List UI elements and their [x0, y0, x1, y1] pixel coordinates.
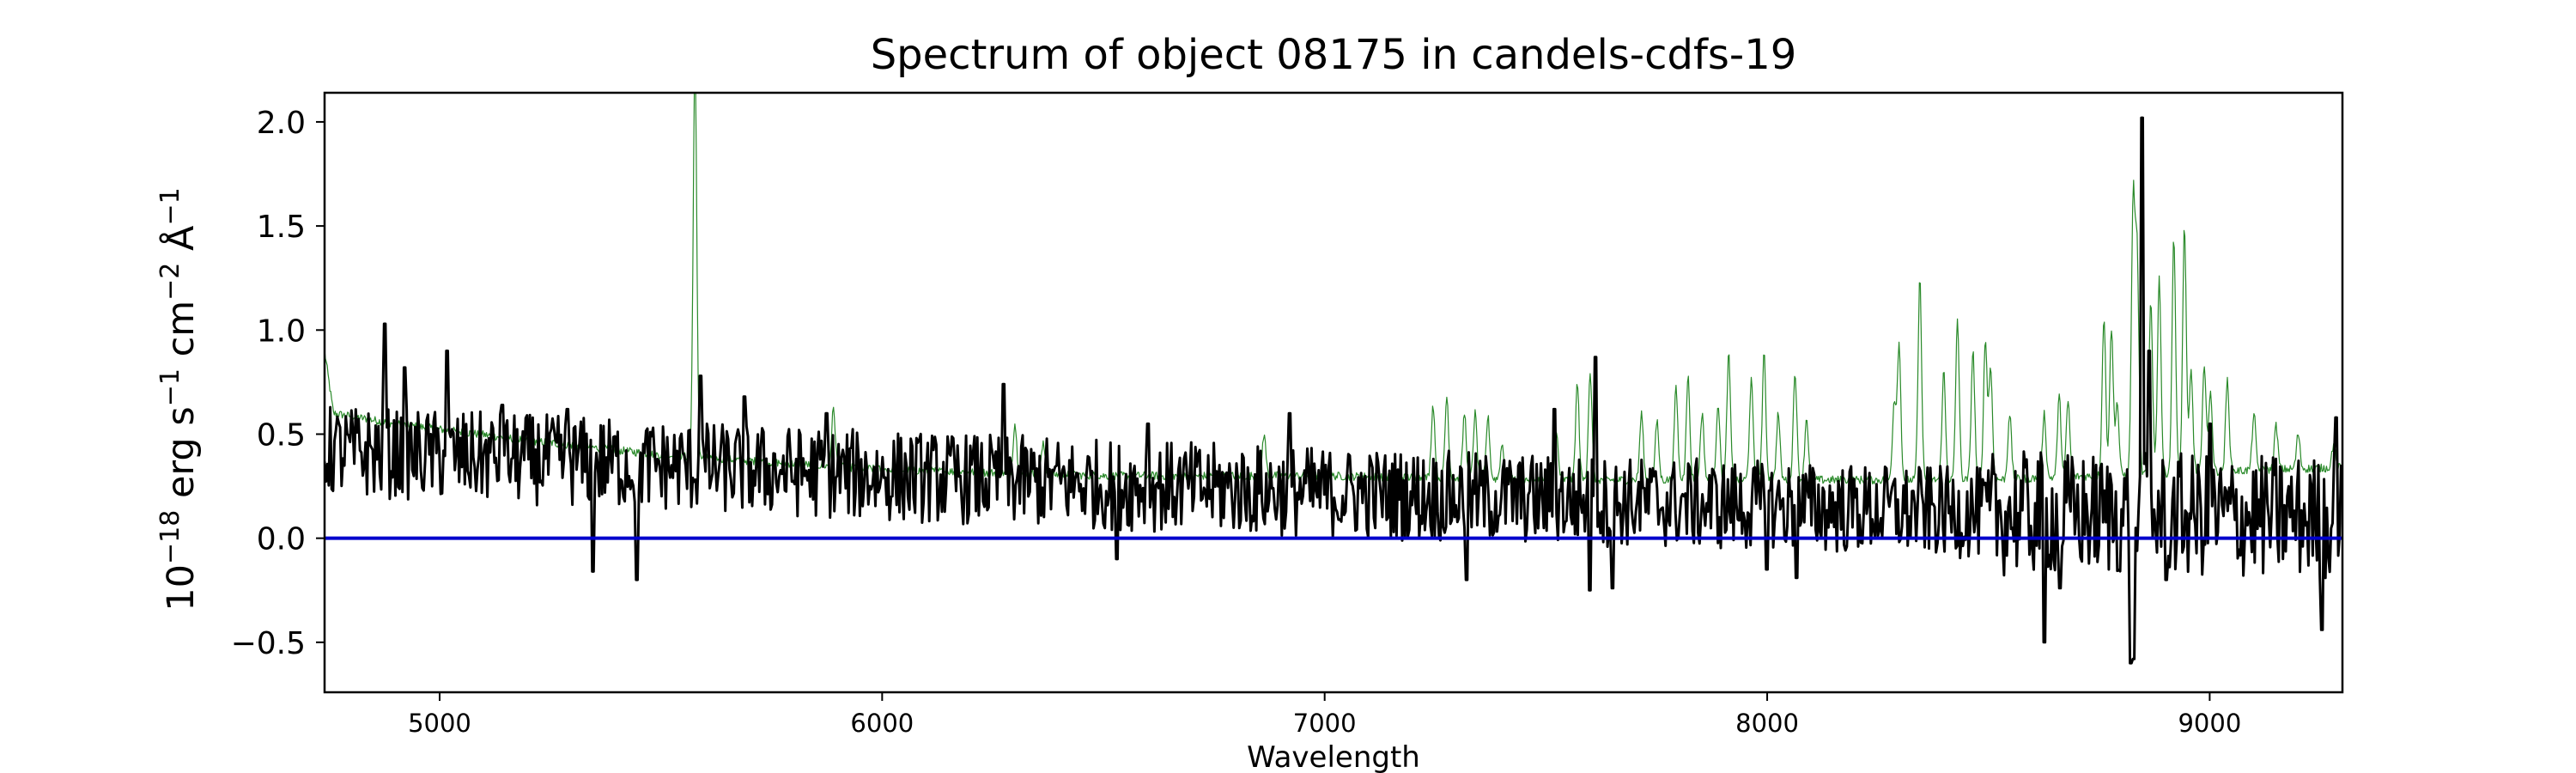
y-axis-label: 10−18 erg s−1 cm−2 Å−1 [155, 187, 204, 611]
y-label-unit3: Å [159, 225, 203, 263]
y-label-unit1: erg s [160, 406, 203, 509]
x-axis-label: Wavelength [1247, 740, 1420, 773]
y-tick-label: 1.0 [257, 313, 306, 349]
y-tick-label: −0.5 [231, 626, 306, 661]
chart-title: Spectrum of object 08175 in candels-cdfs… [871, 31, 1797, 79]
y-tick-label: 0.0 [257, 522, 306, 557]
y-tick-label: 1.5 [257, 210, 306, 245]
ticks-layer: 5000 6000 7000 8000 9000 −0.5 0.0 0.5 1.0 1.5 2.0 [231, 106, 2242, 738]
y-label-exp2: −1 [155, 368, 185, 406]
series-sky-line [325, 93, 2342, 485]
x-tick-label: 9000 [2178, 709, 2241, 738]
y-label-base: 10 [160, 564, 203, 612]
x-tick-label: 5000 [408, 709, 471, 738]
series-noisy-line [325, 116, 2342, 665]
y-tick-label: 0.5 [257, 417, 306, 453]
plot-frame [323, 91, 2344, 694]
x-tick-label: 6000 [850, 709, 914, 738]
y-label-unit2: cm [160, 301, 203, 368]
y-label-exp3: −2 [155, 263, 185, 301]
x-tick-label: 7000 [1293, 709, 1357, 738]
y-label-exp1: −18 [155, 510, 185, 564]
y-tick-label: 2.0 [257, 106, 306, 141]
series-layer [325, 93, 2342, 665]
x-tick-label: 8000 [1735, 709, 1799, 738]
y-label-exp4: −1 [155, 187, 185, 225]
